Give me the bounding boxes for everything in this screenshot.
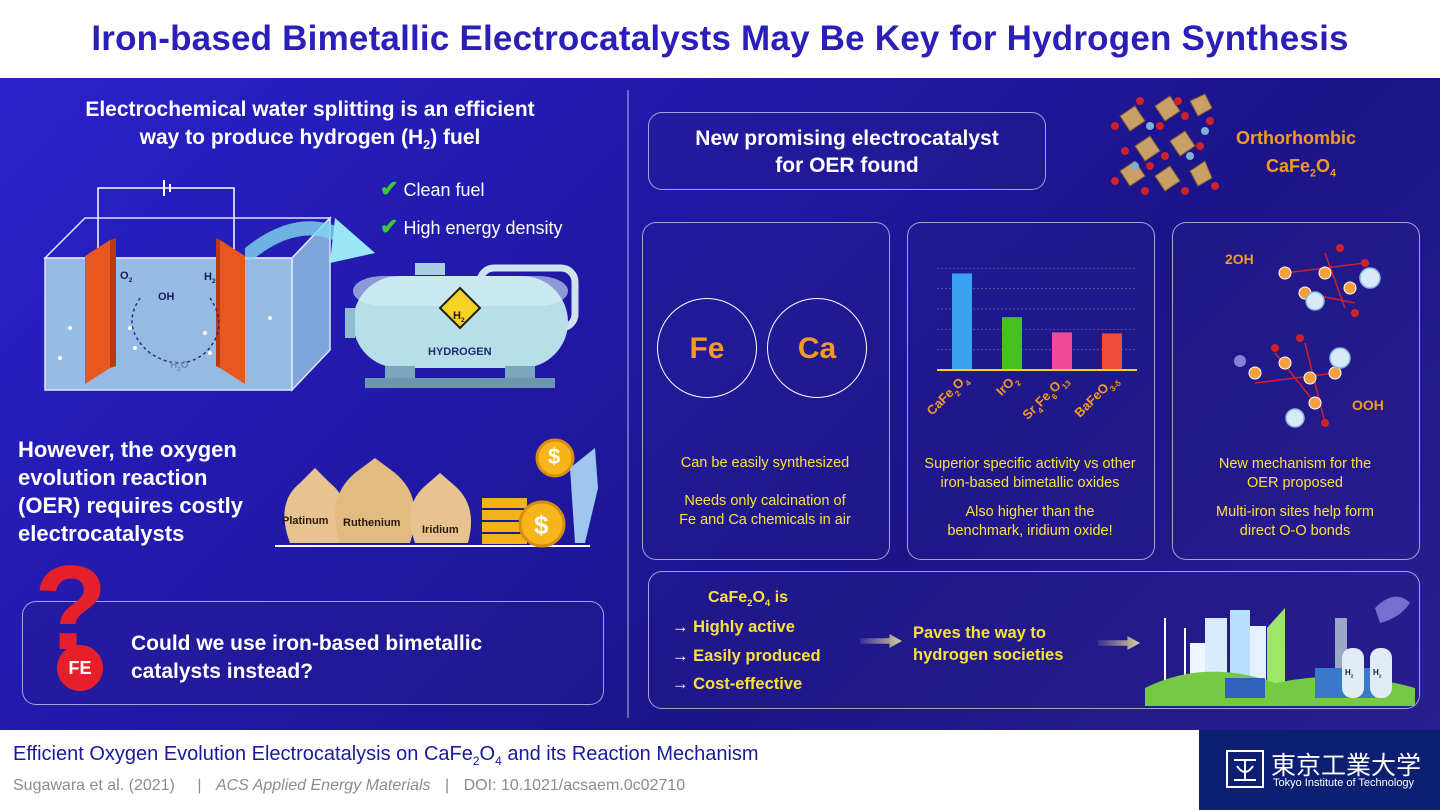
crystal-structure-illustration <box>1111 93 1219 195</box>
iron-catalyst-question: Could we use iron-based bimetallic catal… <box>131 632 483 683</box>
dollar-coin-icon: $ <box>534 510 549 540</box>
question-card <box>22 601 604 705</box>
bag-iridium: Iridium <box>422 524 459 536</box>
logo-japanese: 東京工業大学 <box>1271 751 1422 780</box>
bag-ruthenium: Ruthenium <box>343 517 401 529</box>
chart-category-label: CaFe2O4 <box>924 371 973 420</box>
cafe2o4-label: CaFe2O4 <box>1266 156 1337 180</box>
oh-label: OH <box>158 291 175 303</box>
superior-activity-text: Superior specific activity vs other iron-… <box>924 456 1136 491</box>
2oh-label: 2OH <box>1225 251 1254 267</box>
chart-category-label: IrO2 <box>993 371 1023 401</box>
orthorhombic-label: Orthorhombic <box>1236 128 1356 148</box>
hydrogen-societies-text: Paves the way to hydrogen societies <box>913 624 1064 664</box>
university-logo: 東京工業大学 Tokyo Institute of Technology <box>1199 730 1440 810</box>
university-emblem-icon <box>1226 750 1264 788</box>
citation-line: Sugawara et al. (2021) | ACS Applied Ene… <box>13 777 686 794</box>
summary-item-cost: → Cost-effective <box>672 675 803 693</box>
paper-title: Efficient Oxygen Evolution Electrocataly… <box>13 743 759 768</box>
chart-bar <box>1052 332 1072 370</box>
multi-iron-text: Multi-iron sites help form direct O-O bon… <box>1216 504 1374 539</box>
o2-label: O2 <box>120 270 133 285</box>
electrolysis-cell-illustration <box>43 180 332 392</box>
hydrogen-tank-illustration <box>345 263 579 388</box>
summary-heading: CaFe2O4 is <box>708 589 789 610</box>
summary-item-produced: → Easily produced <box>672 647 821 665</box>
benefit-energy-density: ✔ High energy density <box>380 214 563 239</box>
chart-bar <box>952 273 972 370</box>
fe-badge: FE <box>57 645 103 691</box>
calcination-text: Needs only calcination of Fe and Ca chemi… <box>679 493 851 528</box>
arrow-icon <box>245 218 375 263</box>
chart-bar <box>1002 317 1022 370</box>
fe-circle: Fe <box>657 298 757 398</box>
h2-label: H2 <box>204 271 216 286</box>
synthesis-easy-text: Can be easily synthesized <box>680 455 850 471</box>
activity-card <box>907 222 1155 560</box>
doi: DOI: 10.1021/acsaem.0c02710 <box>463 777 686 794</box>
oer-mechanism-illustration <box>1234 244 1381 428</box>
authors: Sugawara et al. (2021) <box>13 777 175 794</box>
plant-h2-label: H2 <box>1345 668 1354 680</box>
journal-name: ACS Applied Energy Materials <box>215 777 431 794</box>
bag-platinum: Platinum <box>282 515 329 527</box>
new-catalyst-box: New promising electrocatalyst for OER fo… <box>648 112 1046 190</box>
infographic-panel: Electrochemical water splitting is an ef… <box>0 78 1440 730</box>
panel-divider <box>627 90 629 718</box>
water-splitting-heading: Electrochemical water splitting is an ef… <box>85 98 535 153</box>
new-mechanism-text: New mechanism for the OER proposed <box>1218 456 1372 491</box>
benefit-clean-fuel: ✔ Clean fuel <box>380 176 485 201</box>
iridium-comparison-text: Also higher than the benchmark, iridium o… <box>947 504 1113 539</box>
check-icon: ✔ <box>380 176 399 201</box>
precious-metal-bags-illustration <box>275 438 598 548</box>
arrow-right-icon: → <box>672 675 689 693</box>
ooh-label: OOH <box>1352 397 1384 413</box>
chart-bar <box>1102 333 1122 370</box>
hydrogen-city-illustration <box>1145 596 1415 706</box>
tank-hydrogen-label: HYDROGEN <box>428 346 492 358</box>
summary-item-active: → Highly active <box>672 618 795 636</box>
page-title: Iron-based Bimetallic Electrocatalysts M… <box>91 19 1349 58</box>
dollar-coin-icon: $ <box>548 444 561 469</box>
arrow-right-icon: → <box>672 647 689 665</box>
h2o-label: H2O <box>170 360 189 373</box>
logo-english: Tokyo Institute of Technology <box>1273 777 1415 789</box>
chart-category-label: BaFeO3-δ <box>1071 371 1122 422</box>
tank-h2-label: H2 <box>453 310 465 325</box>
plant-h2-label: H2 <box>1373 668 1382 680</box>
oer-cost-statement: However, the oxygen evolution reaction (… <box>18 437 243 546</box>
chart-category-label: Sr4Fe6O13 <box>1019 371 1073 425</box>
check-icon: ✔ <box>380 214 399 239</box>
arrow-right-icon: → <box>672 618 689 636</box>
ca-circle: Ca <box>767 298 867 398</box>
